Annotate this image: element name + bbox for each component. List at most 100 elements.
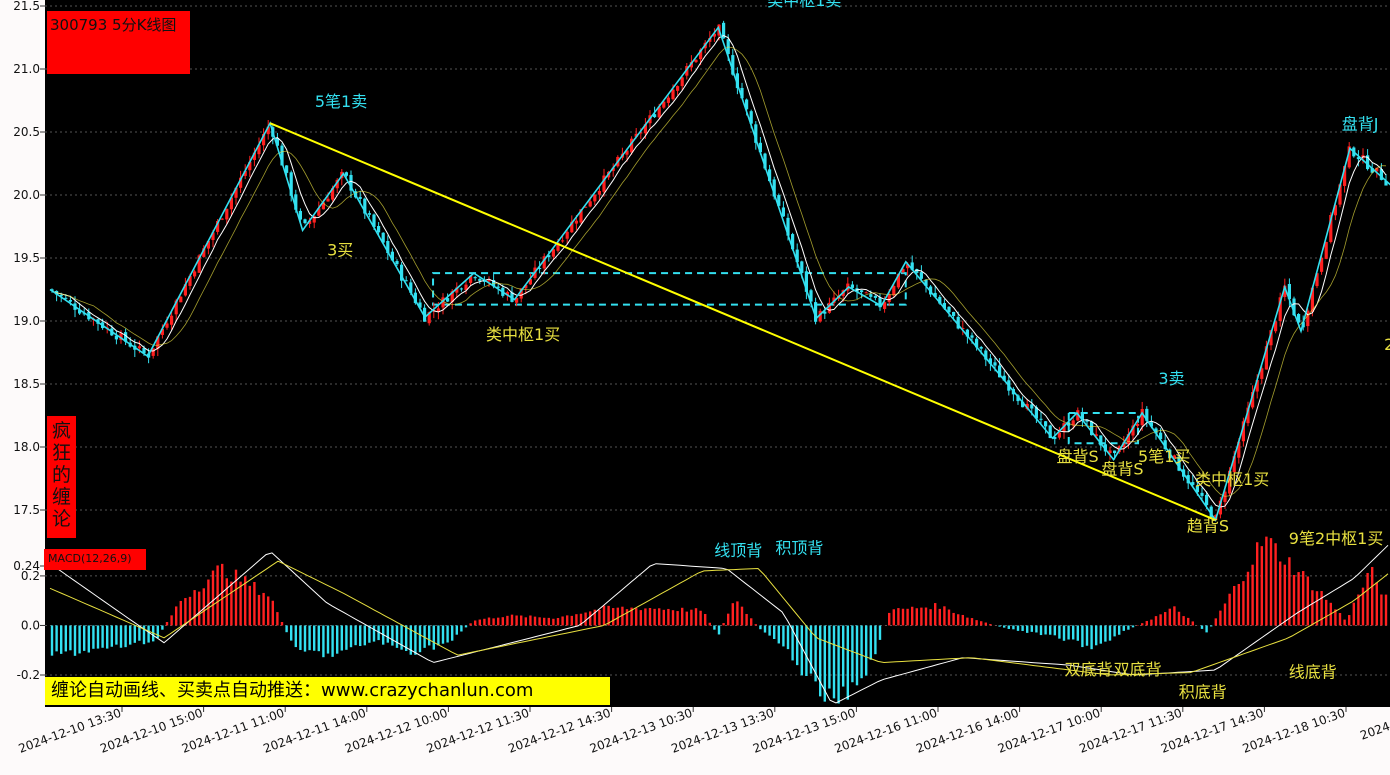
price-y-tick-label: 19.5 [13,251,40,265]
candle-up [892,286,896,296]
candle-down [303,219,307,224]
candle-up [1347,146,1351,168]
candle-down [947,306,951,313]
candle-down [289,172,293,196]
candle-up [597,190,601,195]
candle-down [1016,395,1020,402]
brand-char-2: 狂 [51,442,71,464]
candle-down [814,302,818,322]
candle-up [464,284,468,291]
candle-up [165,323,169,328]
candle-down [915,269,919,273]
price-y-tick-label: 18.0 [13,440,40,454]
candle-down [933,292,937,298]
candle-down [1044,421,1048,427]
candle-up [436,308,440,312]
candle-up [252,152,256,160]
candle-down [735,73,739,89]
candle-down [878,297,882,308]
candle-up [469,275,473,283]
candle-up [574,220,578,224]
candle-down [1200,492,1204,496]
candle-down [142,348,146,354]
candle-up [643,124,647,134]
candle-down [1287,283,1291,300]
candle-down [1177,456,1181,471]
candle-down [59,294,63,297]
signal-annotation: 趋背S [1187,516,1229,535]
signal-annotation: 5笔1买 [1138,447,1190,466]
candle-up [1278,297,1282,321]
bi-stroke-line [49,25,1390,522]
candle-up [694,59,698,63]
candle-up [712,33,716,37]
chart-title: 300793 5分K线图 [50,16,177,34]
candle-up [1343,166,1347,186]
candle-up [1375,167,1379,172]
candle-up [197,255,201,273]
candle-down [984,350,988,360]
candle-up [593,194,597,202]
candle-down [754,124,758,143]
candle-down [1039,418,1043,420]
candle-down [1085,419,1089,422]
macd-signal-annotation: 积底背 [1179,682,1227,701]
candle-down [363,198,367,214]
candle-down [78,310,82,314]
price-y-tick-label: 21.0 [13,62,40,76]
candle-up [602,175,606,192]
candle-up [515,297,519,303]
ma-line-long [51,46,1387,497]
candle-down [496,286,500,288]
promo-banner[interactable]: 缠论自动画线、买卖点自动推送：www.crazychanlun.com [45,677,610,705]
candle-up [427,312,431,324]
signal-annotation: 盘背S [1101,460,1143,479]
candle-down [998,365,1002,378]
candle-up [1136,424,1140,426]
candle-down [1159,432,1163,440]
price-y-tick-label: 17.5 [13,503,40,517]
candle-up [1025,403,1029,409]
candle-down [1292,298,1296,316]
candle-up [1228,470,1232,494]
candle-down [1154,428,1158,434]
candle-up [961,327,965,329]
candle-up [317,208,321,216]
candle-up [450,291,454,303]
candle-up [455,287,459,293]
candle-up [883,302,887,309]
signal-annotation: 3买 [327,240,353,259]
candle-down [409,282,413,293]
candle-up [1306,310,1310,327]
candle-up [1333,205,1337,216]
candle-down [1034,407,1038,419]
price-y-tick-label: 20.5 [13,125,40,139]
candle-down [418,302,422,308]
candle-up [1232,456,1236,472]
candle-up [699,49,703,60]
candle-up [331,188,335,200]
signal-annotation: 9笔2中枢1买 [1289,529,1384,548]
candle-down [850,284,854,288]
candle-up [630,138,634,153]
signal-annotation: 盘背J [1342,114,1379,133]
candle-up [1269,330,1273,346]
candle-up [864,292,868,294]
candle-up [519,288,523,299]
candle-down [1297,314,1301,323]
candle-down [749,111,753,124]
macd-label: MACD(12,26,9) [48,552,132,565]
candle-down [1195,485,1199,493]
candle-up [206,240,210,249]
macd-label-badge: MACD(12,26,9) [44,549,146,570]
candle-up [151,348,155,356]
candle-up [676,86,680,91]
candle-up [1071,420,1075,426]
candle-down [459,288,463,290]
candle-up [137,346,141,349]
candle-down [372,214,376,227]
candle-up [156,336,160,349]
candle-down [938,296,942,304]
candle-down [446,298,450,302]
candle-down [795,249,799,263]
